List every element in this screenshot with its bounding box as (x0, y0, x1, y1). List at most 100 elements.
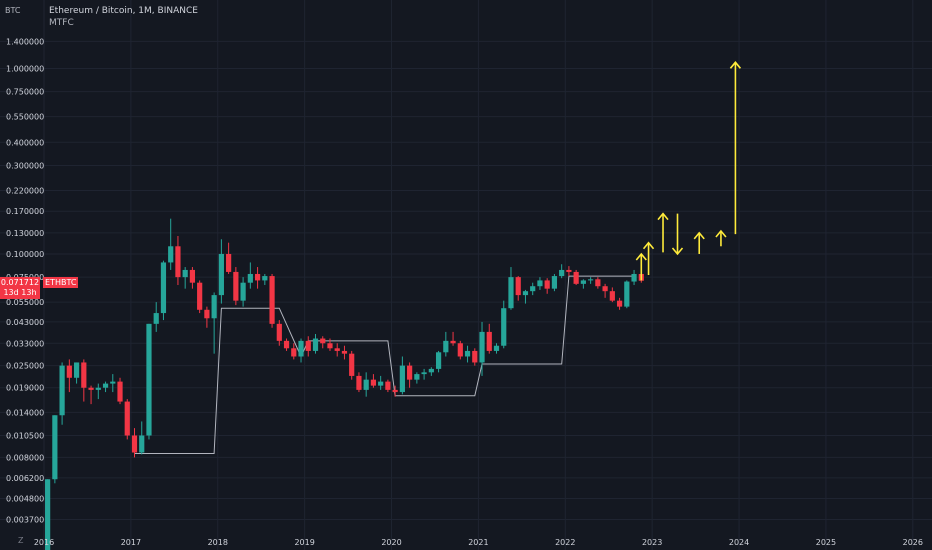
candle-up (631, 269, 637, 286)
candle-body (327, 343, 333, 349)
y-tick-label: 0.010500 (6, 431, 44, 440)
candle-up (399, 356, 405, 395)
candle-down (269, 273, 275, 328)
candle-body (197, 282, 203, 310)
candle-down (356, 372, 362, 393)
candle-body (464, 350, 471, 357)
candle-body (486, 331, 492, 351)
y-tick-label: 0.170000 (6, 207, 44, 216)
candle-down (189, 267, 196, 289)
y-tick-label: 0.025000 (6, 362, 44, 371)
candle-body (341, 350, 348, 354)
candle-body (349, 353, 355, 376)
projection-arrow (671, 213, 684, 256)
candle-body (588, 279, 594, 281)
candle-up (522, 289, 529, 304)
y-tick-label: 0.750000 (6, 88, 44, 97)
candle-body (175, 246, 181, 278)
candle-body (544, 280, 550, 289)
y-tick-label: 0.004800 (6, 495, 44, 504)
candle-down (602, 283, 608, 298)
y-tick-label: 1.000000 (6, 65, 44, 74)
candle-down (609, 287, 615, 303)
candle-down (291, 343, 297, 360)
y-axis: 1.400000 1.000000 0.750000 0.550000 0.400000… (6, 37, 44, 524)
candle-down (327, 338, 333, 351)
candle-body (160, 262, 167, 314)
candle-down (131, 428, 138, 458)
candle-body (276, 323, 282, 341)
candle-down (204, 306, 210, 328)
arrow-head (642, 241, 655, 250)
candle-body (522, 291, 529, 296)
candle-body (283, 340, 290, 349)
candle-up (45, 479, 51, 550)
candle-body (334, 348, 340, 351)
symbol-tag: ETHBTC (43, 277, 79, 288)
candle-up (443, 331, 449, 357)
candle-body (247, 273, 253, 283)
x-tick-label: 2023 (642, 538, 662, 547)
candle-up (240, 277, 246, 307)
x-tick-label: 2026 (903, 538, 923, 547)
indicator-label[interactable]: MTFC (49, 18, 74, 28)
candle-body (73, 362, 80, 378)
y-tick-label: 0.130000 (6, 229, 44, 238)
candle-body (624, 281, 630, 307)
candle-body (291, 348, 297, 357)
y-tick-label: 0.043000 (6, 318, 44, 327)
candle-down (117, 377, 123, 405)
candle-up (211, 292, 217, 354)
candle-down (254, 267, 261, 289)
mtfc-indicator-line (134, 275, 635, 454)
candle-down (544, 278, 550, 294)
candle-body (298, 340, 304, 357)
candle-up (298, 338, 304, 363)
candle-body (428, 368, 434, 373)
candle-down (81, 359, 87, 402)
projection-arrow (729, 61, 742, 235)
candle-up (421, 368, 427, 380)
candle-down (349, 350, 355, 380)
y-tick-label: 0.550000 (6, 113, 44, 122)
timezone-button[interactable]: Z (18, 536, 24, 545)
arrow-head (657, 212, 669, 221)
candle-down (573, 269, 579, 286)
candle-up (378, 375, 384, 390)
candle-body (479, 331, 485, 363)
candle-body (392, 389, 398, 393)
candle-down (392, 385, 398, 397)
candle-body (515, 277, 521, 296)
candle-up (559, 264, 565, 279)
candle-up (435, 350, 442, 373)
candle-body (139, 435, 145, 453)
candle-body (595, 279, 601, 287)
candle-body (102, 383, 109, 388)
candle-body (110, 381, 116, 384)
candle-body (551, 276, 558, 289)
y-tick-label: 0.300000 (6, 161, 44, 170)
candle-body (269, 276, 275, 324)
candle-body (566, 269, 572, 272)
x-tick-label: 2021 (468, 538, 488, 547)
candle-up (160, 260, 167, 321)
x-tick-label: 2022 (555, 538, 575, 547)
projection-arrow (715, 229, 727, 247)
y-tick-label: 0.006200 (6, 474, 44, 483)
candle-body (631, 273, 637, 282)
candle-body (501, 308, 507, 346)
candle-body (407, 365, 413, 380)
candle-body (385, 381, 391, 390)
candle-down (486, 323, 492, 354)
candle-body (95, 387, 101, 390)
x-tick-label: 2024 (729, 538, 749, 547)
candle-body (45, 479, 51, 550)
y-tick-label: 0.055000 (6, 298, 44, 307)
candle-down (370, 374, 377, 388)
candle-down (595, 277, 601, 289)
candle-body (378, 381, 384, 386)
candle-up (247, 262, 253, 289)
candle-down (334, 343, 340, 357)
candle-body (305, 340, 311, 351)
